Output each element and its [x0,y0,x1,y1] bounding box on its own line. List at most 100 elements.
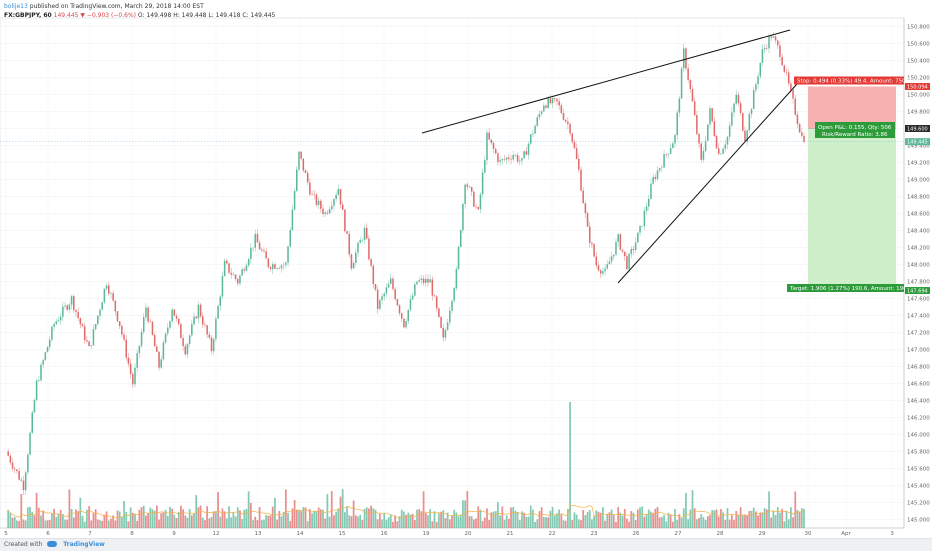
price-chart[interactable]: 150.800 150.600 150.400 150.200 150.000 149.8… [0,0,932,538]
candle-body [486,132,488,161]
volume-bar [779,512,781,528]
candle-body [13,468,16,470]
volume-bar [153,510,156,528]
volume-bar [606,513,609,528]
volume-bar [269,515,272,528]
volume-bar [215,511,217,528]
tradingview-brand[interactable]: TradingView [63,541,105,548]
candle-body [328,209,331,214]
target-label[interactable]: Target: 1.906 (1.27%) 190.6, Amount: 196… [787,284,911,292]
candle-body [355,252,357,263]
candle-body [68,304,71,310]
stop-label[interactable]: Stop: 0.494 (0.33%) 49.4, Amount: 750.0 [794,76,911,85]
candle-body [619,234,622,250]
candle-body [387,283,390,288]
volume-bar [542,516,545,528]
candle-body [322,208,324,215]
volume-bar [720,509,722,528]
candle-body [92,329,95,346]
candle-body [105,285,108,289]
volume-bar [505,515,508,528]
volume-bar [763,508,766,528]
candle-body [370,259,372,266]
x-tick-label: 30 [805,531,812,537]
tradingview-logo-icon[interactable] [47,541,58,547]
candle-body [704,140,707,152]
symbol-label[interactable]: FX:GBPJPY, 60 [4,12,52,19]
candle-body [733,103,735,113]
x-tick-label: 7 [88,531,92,537]
candle-body [239,275,241,284]
candle-body [346,231,348,234]
candle-body [296,169,298,191]
candle-body [755,84,757,91]
volume-bar [354,515,357,528]
candle-body [282,264,285,266]
volume-bar [350,516,353,528]
candle-body [490,139,493,143]
candle-body [182,338,184,347]
candle-body [64,305,66,307]
candle-body [396,299,399,306]
volume-bar [81,515,84,528]
volume-bar [357,516,359,528]
candle-body [492,142,495,149]
candle-body [792,90,794,99]
y-tick-label: 148.000 [907,263,930,269]
volume-bar [378,513,381,528]
candle-body [630,249,633,254]
candle-body [429,279,431,283]
volume-bar [446,512,449,528]
volume-bar [518,519,521,528]
price-change: −0.903 (−0.6%) [86,12,136,19]
volume-bar [383,512,386,528]
x-tick-label: 20 [465,531,472,537]
volume-bar [733,519,735,528]
volume-bar [499,515,501,528]
volume-bar [601,507,604,528]
volume-bar [96,519,99,528]
target-zone [808,128,896,291]
candle-body [298,151,300,170]
volume-bar [396,521,399,528]
candle-body [707,124,709,141]
candle-body [737,94,740,104]
candle-body [739,103,742,114]
volume-bar [186,517,189,528]
candle-body [411,295,414,300]
candle-body [523,151,525,159]
volume-bar [486,508,488,528]
open-pnl-label[interactable]: Open P&L: 0.155, Qty: 506 Risk/Reward Ra… [815,122,895,138]
candle-body [271,264,274,270]
volume-bar [713,510,716,528]
candle-body [254,233,257,248]
candle-body [407,309,410,322]
candle-body [536,117,539,126]
volume-bar [422,491,425,528]
candle-body [470,187,473,192]
trendlines[interactable] [421,29,798,284]
ohlc-open: O: 149.498 [137,12,172,19]
volume-bar [319,509,322,528]
volume-bar [558,509,561,528]
candle-body [191,324,193,336]
volume-bar [337,508,340,528]
volume-bar [51,512,53,528]
volume-bar [457,516,460,528]
stop-zone [808,86,896,129]
candle-body [70,296,73,305]
author-name[interactable]: bolije13 [4,3,28,10]
candle-body [285,262,287,265]
volume-bar [239,510,241,528]
candle-body [790,83,792,91]
volume-bar [645,514,648,528]
candle-body [796,114,799,124]
candle-body [123,334,125,340]
candle-body [551,98,554,104]
volume-bar [475,518,477,528]
target-label-text: Target: 1.906 (1.27%) 190.6, Amount: 196… [789,286,911,292]
candle-body [484,160,486,173]
candle-body [136,353,138,368]
candle-body [352,262,355,269]
volume-bar [444,518,447,528]
